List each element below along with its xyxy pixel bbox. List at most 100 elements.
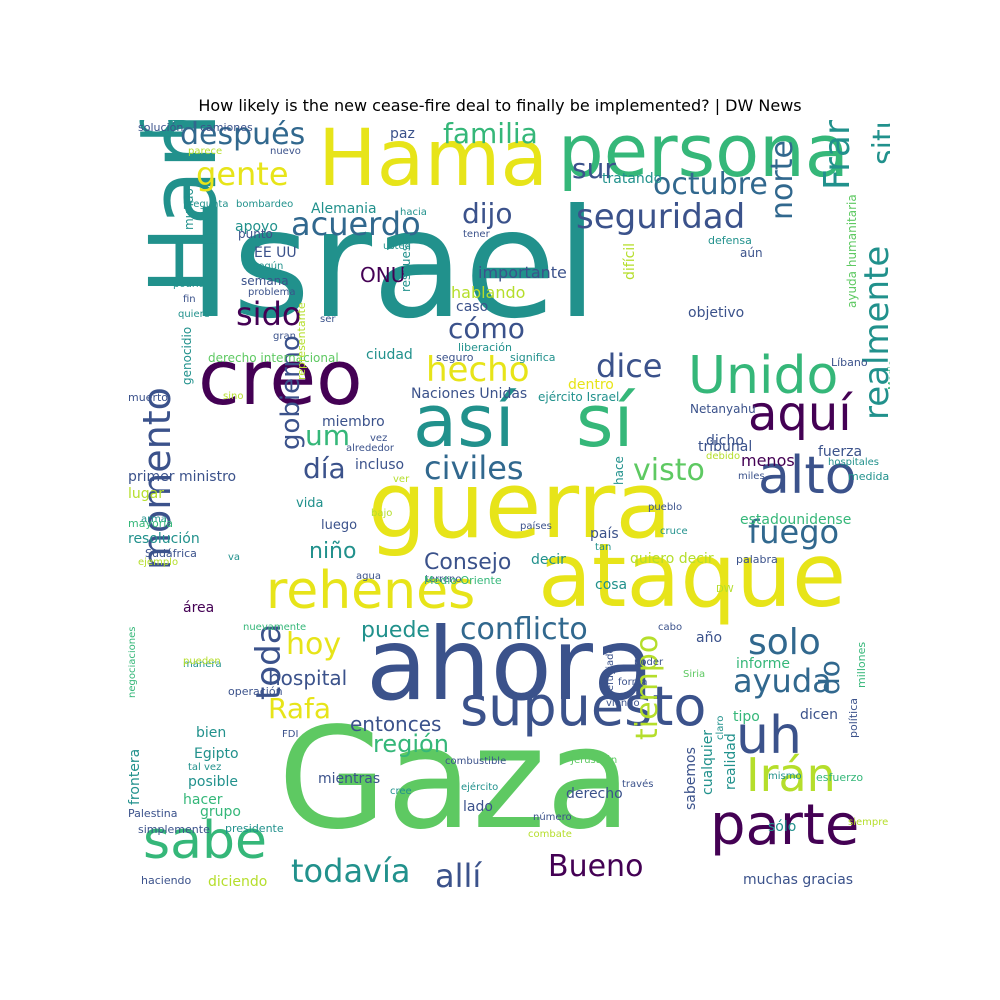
word-ejercito: ejército bbox=[461, 782, 499, 793]
word-civiles: civiles bbox=[424, 449, 524, 487]
word-ahora: ahora bbox=[366, 606, 655, 723]
word-paises: países bbox=[520, 521, 552, 532]
word-area: área bbox=[183, 600, 215, 616]
word-mismo: mismo bbox=[768, 771, 802, 782]
word-poder: poder bbox=[634, 657, 664, 668]
word-hablando: hablando bbox=[451, 283, 526, 302]
word-hospital: hospital bbox=[268, 666, 348, 690]
word-palestina: Palestina bbox=[128, 807, 178, 820]
word-dentro: dentro bbox=[568, 377, 614, 393]
word-naciones-unidas: Naciones Unidas bbox=[411, 386, 528, 402]
word-dificil: difícil bbox=[622, 242, 638, 280]
word-lado: lado bbox=[463, 799, 493, 815]
word-tal-vez: tal vez bbox=[188, 762, 222, 773]
word-familia: familia bbox=[443, 120, 538, 150]
word-tribunal: tribunal bbox=[698, 439, 753, 455]
word-grupo: grupo bbox=[200, 804, 241, 820]
word-pregunta: pregunta bbox=[183, 199, 229, 210]
word-puede: puede bbox=[361, 618, 430, 643]
word-medio-oriente: Medio Oriente bbox=[424, 574, 502, 587]
word-operacion: operación bbox=[228, 685, 283, 698]
word-bien: bien bbox=[196, 725, 227, 741]
word-politica: política bbox=[847, 698, 860, 738]
word-combustible: combustible bbox=[445, 756, 507, 767]
word-bueno: Bueno bbox=[548, 849, 644, 884]
word-gaza: Gaza bbox=[278, 698, 632, 861]
word-despues: después bbox=[180, 120, 306, 152]
word-ser: ser bbox=[320, 314, 336, 325]
word-gente: gente bbox=[196, 155, 289, 193]
word-muchas-gracias: muchas gracias bbox=[743, 872, 854, 888]
word-objetivo: objetivo bbox=[688, 305, 745, 321]
word-uh: uh bbox=[736, 706, 802, 766]
word-camiones: camiones bbox=[200, 121, 253, 134]
word-aun: aún bbox=[740, 246, 763, 260]
word-presidente: presidente bbox=[225, 822, 284, 835]
word-asi: así bbox=[413, 379, 515, 463]
word-nino: niño bbox=[309, 539, 357, 564]
word-terreno: terreno bbox=[425, 574, 462, 585]
word-incluso: incluso bbox=[355, 457, 405, 473]
word-traves: través bbox=[622, 779, 654, 790]
word-informe: informe bbox=[736, 656, 791, 672]
word-solucion: solución bbox=[138, 121, 184, 134]
word-decir: decir bbox=[531, 552, 566, 568]
word-rafa: Rafa bbox=[268, 692, 332, 725]
word-representante: representante bbox=[295, 302, 308, 380]
word-cualquier: cualquier bbox=[700, 729, 716, 795]
word-bajo: bajo bbox=[371, 508, 393, 519]
word-conflicto: conflicto bbox=[460, 612, 588, 647]
word-rehenes: rehenes bbox=[266, 561, 476, 621]
word-hacer: hacer bbox=[183, 792, 223, 808]
word-dicen: dicen bbox=[800, 707, 838, 723]
word-hacia: hacia bbox=[400, 207, 427, 218]
word-hecho: hecho bbox=[426, 350, 530, 390]
word-numero: número bbox=[533, 812, 572, 823]
word-millones: millones bbox=[855, 641, 868, 688]
word-muerto: muerto bbox=[128, 391, 169, 404]
word-arma: arma bbox=[141, 514, 167, 525]
word-mundo: mundo bbox=[182, 188, 196, 230]
word-alto: alto bbox=[758, 446, 857, 506]
word-acuerdo: acuerdo bbox=[291, 205, 421, 243]
word-nuevamente: nuevamente bbox=[243, 622, 307, 633]
word-viendo: viendo bbox=[606, 698, 640, 709]
word-tipo: tipo bbox=[733, 709, 760, 725]
word-tener: tener bbox=[463, 229, 490, 240]
word-iran: Irán bbox=[746, 748, 836, 802]
word-ataque: ataque bbox=[538, 524, 847, 627]
word-ano: año bbox=[696, 630, 723, 646]
word-refugiado: refugiado bbox=[605, 647, 616, 695]
word-sudafrica: Sudáfrica bbox=[145, 547, 197, 560]
word-jerusalen: Jerusalén bbox=[571, 755, 618, 766]
word-semana: semana bbox=[241, 274, 289, 288]
word-siempre: siempre bbox=[848, 817, 889, 828]
word-realidad: realidad bbox=[723, 733, 739, 790]
word-posible: posible bbox=[188, 774, 239, 790]
word-palabra: palabra bbox=[736, 553, 778, 566]
word-do: do bbox=[813, 660, 846, 695]
word-combate: combate bbox=[528, 829, 572, 840]
word-aqui: aquí bbox=[748, 386, 852, 442]
word-diciendo: diciendo bbox=[208, 874, 268, 890]
word-genocidio: genocidio bbox=[180, 326, 194, 385]
word-fuerza: fuerza bbox=[818, 444, 863, 460]
word-lugar: lugar bbox=[128, 486, 164, 502]
word-dice: dice bbox=[596, 347, 663, 385]
word-vez: vez bbox=[370, 433, 388, 444]
word-hospitales: hospitales bbox=[828, 457, 879, 468]
word-nuevo: nuevo bbox=[270, 146, 301, 157]
word-dicho: dicho bbox=[706, 433, 744, 449]
word-ejercito-israel: ejército Israel bbox=[538, 390, 620, 404]
word-octubre: octubre bbox=[653, 167, 768, 202]
word-dw: DW bbox=[716, 584, 734, 595]
word-cloud: Israel Gaza ahora Hamás guerra ataque así sí Ham… bbox=[128, 120, 890, 890]
word-alemania: Alemania bbox=[311, 201, 377, 217]
word-norte: norte bbox=[765, 140, 800, 220]
word-um: um bbox=[305, 419, 351, 452]
word-medio: Medio bbox=[887, 359, 890, 390]
word-fin: fin bbox=[183, 294, 196, 305]
word-esfuerzo: esfuerzo bbox=[816, 771, 864, 784]
word-como: cómo bbox=[448, 312, 525, 345]
word-manera: manera bbox=[183, 659, 222, 670]
